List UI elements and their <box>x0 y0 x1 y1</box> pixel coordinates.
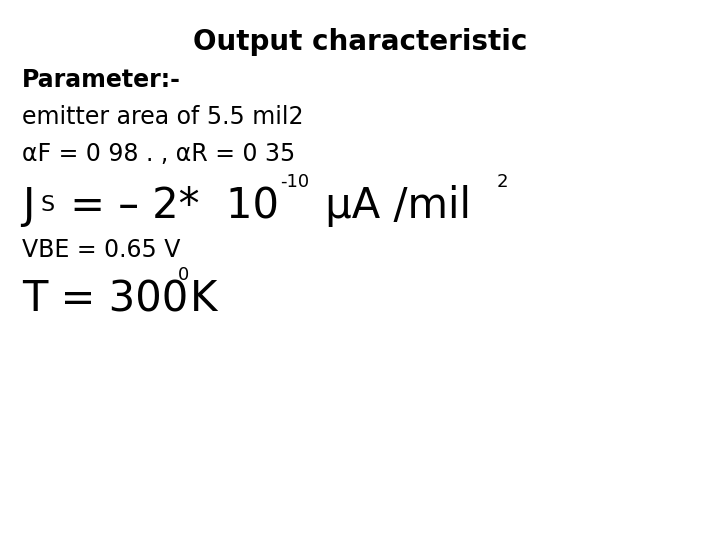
Text: J: J <box>22 185 35 227</box>
Text: = – 2*  10: = – 2* 10 <box>57 185 279 227</box>
Text: -10: -10 <box>280 173 309 191</box>
Text: S: S <box>40 195 54 215</box>
Text: T = 300: T = 300 <box>22 278 188 320</box>
Text: αF = 0 98 . , αR = 0 35: αF = 0 98 . , αR = 0 35 <box>22 142 295 166</box>
Text: VBE = 0.65 V: VBE = 0.65 V <box>22 238 181 262</box>
Text: Parameter:-: Parameter:- <box>22 68 181 92</box>
Text: Output characteristic: Output characteristic <box>193 28 527 56</box>
Text: emitter area of 5.5 mil2: emitter area of 5.5 mil2 <box>22 105 304 129</box>
Text: μA /mil: μA /mil <box>312 185 471 227</box>
Text: K: K <box>190 278 217 320</box>
Text: 2: 2 <box>497 173 508 191</box>
Text: 0: 0 <box>178 266 189 284</box>
